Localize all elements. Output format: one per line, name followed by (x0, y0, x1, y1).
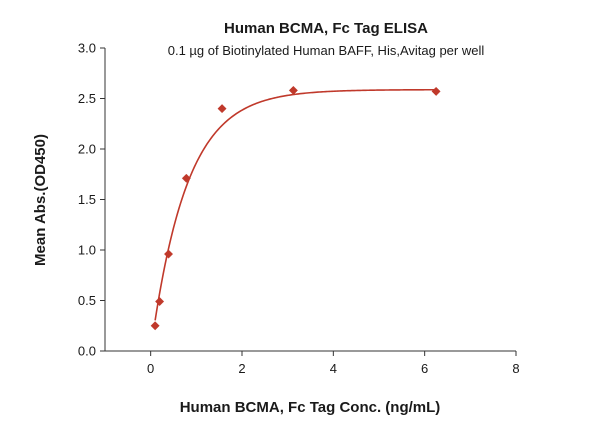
data-point (431, 86, 441, 96)
data-point (181, 173, 191, 183)
y-tick-label: 3.0 (78, 41, 96, 56)
x-tick-label: 4 (330, 361, 337, 376)
chart-subtitle: 0.1 µg of Biotinylated Human BAFF, His,A… (168, 43, 485, 58)
data-points (150, 85, 441, 331)
y-tick-label: 0.5 (78, 293, 96, 308)
data-point (217, 104, 227, 114)
y-ticks: 0.0 0.5 1.0 1.5 2.0 2.5 3.0 (78, 41, 105, 359)
x-tick-label: 0 (147, 361, 154, 376)
x-axis-label: Human BCMA, Fc Tag Conc. (ng/mL) (180, 399, 441, 416)
data-point (155, 296, 165, 307)
chart-title: Human BCMA, Fc Tag ELISA (224, 20, 428, 37)
data-point (150, 321, 160, 331)
x-ticks: 0 2 4 6 8 (147, 351, 520, 376)
fit-curve (154, 88, 437, 321)
x-tick-label: 8 (512, 361, 519, 376)
y-tick-label: 2.0 (78, 142, 96, 157)
data-point (163, 249, 174, 259)
y-axis-label: Mean Abs.(OD450) (32, 134, 49, 266)
y-tick-label: 1.5 (78, 192, 96, 207)
x-tick-label: 2 (238, 361, 245, 376)
y-tick-label: 1.0 (78, 243, 96, 258)
y-tick-label: 2.5 (78, 91, 96, 106)
y-tick-label: 0.0 (78, 344, 96, 359)
data-point (288, 85, 298, 95)
x-tick-label: 6 (421, 361, 428, 376)
